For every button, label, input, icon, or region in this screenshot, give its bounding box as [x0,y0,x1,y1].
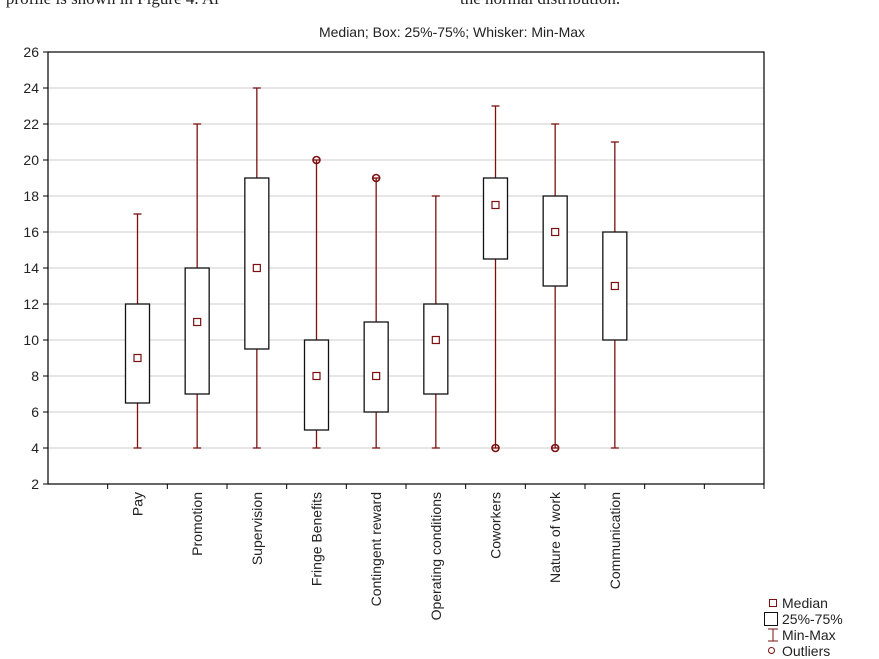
median-marker [133,353,142,363]
box-communication [602,141,628,449]
x-category-label: Coworkers [488,492,504,559]
x-category-label: Promotion [189,492,205,556]
y-tick-label: 6 [31,404,39,420]
grid-lines [48,87,764,449]
box-icon [764,612,778,626]
boxes [124,87,628,453]
legend-label: 25%-75% [782,611,843,627]
y-tick-label: 18 [23,188,39,204]
iqr-box [542,195,568,287]
legend-label: Min-Max [782,627,836,643]
legend-label: Median [782,595,828,611]
iqr-box [482,177,509,260]
outlier-point [371,173,381,183]
median-marker [252,263,261,273]
box-promotion [184,123,210,449]
median-marker [431,335,440,345]
iqr-box [124,303,151,404]
box-supervision [244,87,270,449]
iqr-box [423,303,449,395]
box-fringe-benefits [303,155,330,449]
y-tick-label: 26 [23,44,39,60]
chart-title: Median; Box: 25%-75%; Whisker: Min-Max [319,24,585,40]
median-marker [372,371,381,381]
outlier-point [550,443,560,453]
plot-frame [47,51,765,485]
y-tick-label: 8 [31,368,39,384]
y-tick-label: 12 [23,296,39,312]
median-marker [491,200,500,210]
outlier-point [312,155,321,165]
median-marker [193,317,202,327]
median-marker-icon [769,599,777,607]
paper-text-left: r profile is shown in Figure 4. Ai [0,0,219,9]
outlier-icon [768,647,775,654]
y-tick-label: 24 [23,80,39,96]
y-tick-label: 22 [23,116,39,132]
x-category-label: Fringe Benefits [309,492,325,586]
median-marker [312,371,321,381]
iqr-box [244,177,270,350]
box-operating-conditions [423,195,449,449]
legend-label: Outliers [782,643,831,659]
paper-text-right: the normal distribution. [460,0,620,9]
iqr-box [184,267,210,395]
whisker-icon [768,628,778,642]
x-category-label: Communication [607,492,623,589]
x-category-label: Pay [130,492,146,516]
x-axis-labels: Pay Promotion Supervision Fringe Benefits Co… [130,491,623,620]
x-category-label: Contingent reward [368,492,384,606]
box-contingent-reward [363,173,389,449]
box-pay [124,213,151,449]
iqr-box [303,339,330,431]
iqr-box [363,321,389,413]
y-tick-label: 14 [23,260,39,276]
y-tick-label: 2 [31,476,39,492]
x-category-label: Operating conditions [428,492,444,620]
x-category-label: Supervision [249,492,265,565]
x-category-label: Nature of work [547,491,563,583]
y-tick-label: 4 [31,440,39,456]
y-tick-label: 20 [23,152,39,168]
median-marker [610,281,619,291]
outlier-point [491,443,500,453]
box-nature-of-work [542,123,568,453]
box-coworkers [482,105,509,453]
y-tick-label: 10 [23,332,39,348]
y-tick-label: 16 [23,224,39,240]
median-marker [551,227,560,237]
